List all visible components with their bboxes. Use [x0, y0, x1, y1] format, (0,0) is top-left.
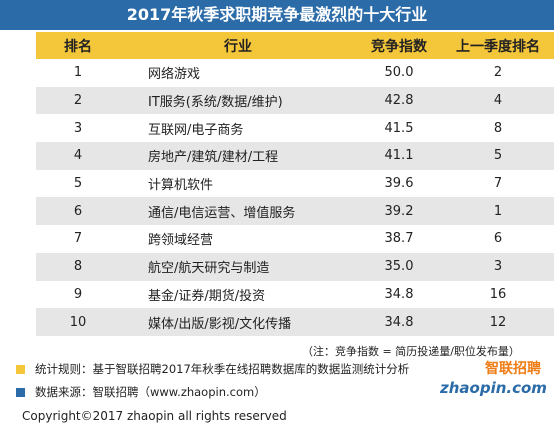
column-header-rank: 排名: [36, 32, 120, 59]
zhaopin-logo: 智联招聘 zhaopin.com: [439, 360, 547, 397]
cell-index: 41.1: [356, 142, 442, 170]
cell-rank: 2: [36, 86, 120, 115]
cell-prev-rank: 16: [442, 280, 554, 309]
page-title: 2017年秋季求职期竞争最激烈的十大行业: [0, 0, 554, 30]
legend-label: 数据来源：智联招聘（www.zhaopin.com）: [35, 385, 266, 399]
column-header-industry: 行业: [120, 32, 356, 59]
cell-rank: 7: [36, 225, 120, 253]
cell-industry: 互联网/电子商务: [120, 114, 356, 143]
table-row: 10 媒体/出版/影视/文化传播 34.8 12: [36, 308, 554, 336]
cell-prev-rank: 1: [442, 197, 554, 226]
cell-index: 42.8: [356, 86, 442, 115]
cell-industry: 通信/电信运营、增值服务: [120, 197, 356, 226]
cell-index: 39.2: [356, 197, 442, 226]
table-row: 7 跨领域经营 38.7 6: [36, 225, 554, 253]
cell-industry: IT服务(系统/数据/维护): [120, 86, 356, 115]
table-row: 1 网络游戏 50.0 2: [36, 59, 554, 87]
cell-prev-rank: 12: [442, 308, 554, 336]
column-header-index: 竞争指数: [356, 32, 442, 59]
cell-rank: 5: [36, 169, 120, 198]
cell-rank: 8: [36, 252, 120, 281]
cell-index: 41.5: [356, 114, 442, 143]
cell-index: 34.8: [356, 308, 442, 336]
legend-item-rule: 统计规则：基于智联招聘2017年秋季在线招聘数据库的数据监测统计分析: [16, 361, 409, 377]
legend-label: 统计规则：基于智联招聘2017年秋季在线招聘数据库的数据监测统计分析: [35, 362, 410, 376]
legend-swatch: [16, 387, 25, 397]
cell-prev-rank: 4: [442, 86, 554, 115]
column-header-prev-rank: 上一季度排名: [442, 32, 554, 59]
cell-prev-rank: 3: [442, 252, 554, 281]
logo-en-text: zhaopin.com: [439, 379, 547, 397]
cell-rank: 3: [36, 114, 120, 143]
cell-rank: 4: [36, 142, 120, 170]
legend-swatch: [16, 364, 25, 374]
cell-industry: 媒体/出版/影视/文化传播: [120, 308, 356, 336]
cell-index: 35.0: [356, 252, 442, 281]
cell-prev-rank: 2: [442, 59, 554, 87]
cell-prev-rank: 8: [442, 114, 554, 143]
cell-industry: 网络游戏: [120, 59, 356, 87]
logo-cn-text: 智联招聘: [484, 360, 541, 377]
cell-index: 50.0: [356, 59, 442, 87]
legend-item-source: 数据来源：智联招聘（www.zhaopin.com）: [16, 384, 266, 400]
cell-industry: 计算机软件: [120, 169, 356, 198]
table-row: 6 通信/电信运营、增值服务 39.2 1: [36, 197, 554, 226]
cell-prev-rank: 6: [442, 225, 554, 253]
cell-rank: 1: [36, 59, 120, 87]
table-row: 8 航空/航天研究与制造 35.0 3: [36, 252, 554, 281]
cell-rank: 9: [36, 280, 120, 309]
cell-index: 34.8: [356, 280, 442, 309]
cell-industry: 跨领域经营: [120, 225, 356, 253]
table-row: 4 房地产/建筑/建材/工程 41.1 5: [36, 142, 554, 170]
cell-rank: 10: [36, 308, 120, 336]
table-row: 5 计算机软件 39.6 7: [36, 169, 554, 198]
cell-rank: 6: [36, 197, 120, 226]
cell-industry: 基金/证券/期货/投资: [120, 280, 356, 309]
copyright: Copyright©2017 zhaopin all rights reserv…: [22, 409, 287, 423]
cell-industry: 航空/航天研究与制造: [120, 252, 356, 281]
cell-industry: 房地产/建筑/建材/工程: [120, 142, 356, 170]
table-header-row: 排名 行业 竞争指数 上一季度排名: [36, 32, 554, 59]
footnote: （注：竞争指数 = 简历投递量/职位发布量）: [302, 345, 520, 358]
ranking-table: 排名 行业 竞争指数 上一季度排名 1 网络游戏 50.0 2 2 IT服务(系…: [36, 32, 554, 336]
table-row: 3 互联网/电子商务 41.5 8: [36, 114, 554, 143]
cell-prev-rank: 7: [442, 169, 554, 198]
cell-prev-rank: 5: [442, 142, 554, 170]
table-row: 2 IT服务(系统/数据/维护) 42.8 4: [36, 86, 554, 115]
cell-index: 39.6: [356, 169, 442, 198]
cell-index: 38.7: [356, 225, 442, 253]
table-row: 9 基金/证券/期货/投资 34.8 16: [36, 280, 554, 309]
